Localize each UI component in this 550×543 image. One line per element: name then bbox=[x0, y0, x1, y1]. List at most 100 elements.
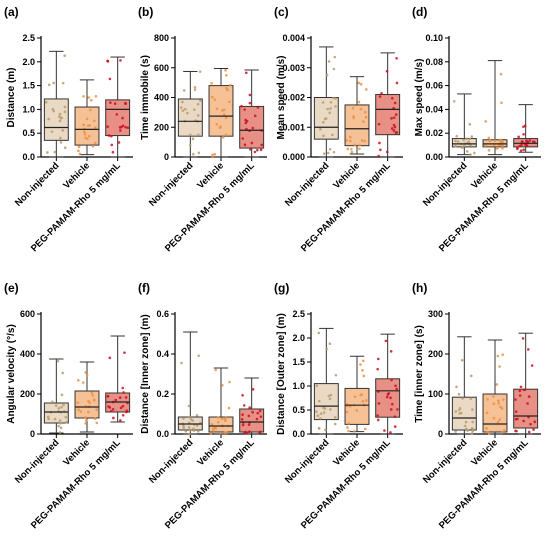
panel-e-data-point bbox=[77, 378, 80, 382]
panel-e-data-point bbox=[46, 415, 50, 419]
panel-f-data-point bbox=[212, 429, 215, 432]
panel-b-data-point bbox=[191, 152, 195, 156]
panel-a-data-point bbox=[82, 123, 85, 127]
panel-d-y-tick-label: 0.02 bbox=[425, 128, 443, 138]
panel-g-data-point bbox=[325, 347, 328, 351]
panel-d-data-point bbox=[487, 136, 491, 140]
panel-h-data-point bbox=[460, 358, 464, 362]
panel-a-data-point bbox=[94, 94, 98, 98]
panel-g-data-point bbox=[376, 367, 379, 371]
panel-e-data-point bbox=[56, 359, 60, 363]
panel-e-data-point bbox=[93, 399, 96, 402]
panel-f-data-point bbox=[216, 416, 220, 419]
panel-e-y-tick-label: 200 bbox=[20, 389, 35, 399]
panel-f-data-point bbox=[227, 406, 231, 410]
panel-g-data-point bbox=[328, 397, 332, 401]
panel-g-data-point bbox=[383, 429, 386, 432]
panel-b-data-point bbox=[223, 108, 226, 112]
panel-a-data-point bbox=[53, 150, 57, 154]
panel-f-data-point bbox=[247, 414, 251, 418]
panel-h-y-axis-label: Time [inner zone] (s) bbox=[414, 325, 425, 423]
panel-b-data-point bbox=[245, 119, 249, 123]
panel-a-data-point bbox=[61, 129, 65, 132]
panel-g-data-point bbox=[317, 426, 321, 430]
panel-f-y-tick-label: 0.0 bbox=[156, 429, 169, 439]
panel-b-data-point bbox=[241, 137, 245, 140]
panel-h-data-point bbox=[516, 417, 519, 421]
panel-f-y-axis-label: Distance [Inner zone] (m) bbox=[140, 314, 151, 433]
panel-a-data-point bbox=[46, 151, 49, 154]
panel-a-data-point bbox=[47, 83, 51, 87]
panel-b-data-point bbox=[210, 81, 213, 85]
panel-d-data-point bbox=[518, 144, 522, 148]
panel-c-data-point bbox=[328, 111, 331, 115]
panel-c-data-point bbox=[353, 143, 357, 147]
panel-c-y-tick-label: 0.001 bbox=[282, 122, 305, 132]
panel-c-data-point bbox=[322, 152, 326, 155]
panel-b-data-point bbox=[251, 126, 255, 130]
panel-h-box bbox=[451, 396, 477, 431]
panel-g-data-point bbox=[365, 399, 368, 402]
panel-g-data-point bbox=[361, 399, 365, 403]
panel-h-data-point bbox=[521, 337, 525, 340]
panel-f-data-point bbox=[182, 417, 185, 420]
panel-c-data-point bbox=[328, 147, 332, 151]
panel-c-data-point bbox=[323, 117, 327, 121]
panel-b-data-point bbox=[211, 155, 214, 159]
panel-c-data-point bbox=[321, 120, 325, 124]
panel-a-data-point bbox=[77, 145, 81, 149]
panel-e-data-point bbox=[84, 416, 88, 419]
panel-a-letter: (a) bbox=[4, 5, 19, 19]
panel-a-data-point bbox=[87, 96, 91, 99]
panel-a-data-point bbox=[120, 125, 123, 129]
panel-a-data-point bbox=[59, 136, 62, 140]
panel-g-data-point bbox=[345, 410, 349, 414]
panel-c-data-point bbox=[334, 105, 337, 108]
panel-c-data-point bbox=[346, 147, 350, 151]
panel-c-data-point bbox=[364, 88, 368, 91]
panel-e-data-point bbox=[58, 419, 62, 422]
panel-a-data-point bbox=[60, 116, 63, 120]
panel-e-data-point bbox=[91, 394, 95, 397]
panel-f-data-point bbox=[188, 415, 191, 419]
panel-b-data-point bbox=[244, 71, 248, 75]
panel-b-data-point bbox=[196, 102, 200, 106]
panel-a-data-point bbox=[63, 110, 67, 114]
panel-g-data-point bbox=[328, 342, 332, 345]
panel-e-data-point bbox=[60, 406, 63, 409]
panel-b-data-point bbox=[193, 108, 196, 111]
panel-g-data-point bbox=[322, 411, 326, 414]
panel-d-y-tick-label: 0.10 bbox=[425, 33, 443, 43]
panel-d-data-point bbox=[487, 148, 491, 152]
panel-f-data-point bbox=[213, 426, 216, 430]
panel-a-data-point bbox=[119, 129, 122, 132]
panel-g-y-tick-label: 2.5 bbox=[292, 309, 305, 319]
panel-e-data-point bbox=[77, 408, 80, 412]
panel-e-data-point bbox=[122, 391, 125, 394]
panel-a-box bbox=[105, 99, 131, 137]
panel-d-data-point bbox=[501, 144, 504, 148]
panel-c-category-label: Non-injected bbox=[283, 160, 332, 209]
panel-e-data-point bbox=[119, 419, 122, 422]
panel-f-data-point bbox=[197, 354, 201, 358]
panel-c-data-point bbox=[358, 143, 361, 147]
panel-c-data-point bbox=[349, 135, 352, 139]
panel-a-data-point bbox=[106, 60, 110, 63]
panel-e-data-point bbox=[112, 416, 115, 420]
panel-f-data-point bbox=[240, 418, 244, 421]
panel-d-data-point bbox=[523, 124, 527, 128]
panel-d-y-tick-label: 0.04 bbox=[425, 104, 443, 114]
panel-b-data-point bbox=[191, 137, 195, 141]
panel-e-data-point bbox=[87, 399, 90, 403]
panel-e-data-point bbox=[62, 403, 65, 407]
panel-c-letter: (c) bbox=[274, 5, 289, 19]
panel-d-data-point bbox=[465, 150, 469, 153]
panel-e-y-tick-label: 0 bbox=[30, 429, 35, 439]
panel-f-data-point bbox=[192, 429, 196, 432]
panel-b-data-point bbox=[256, 106, 260, 109]
panel-c-data-point bbox=[393, 125, 397, 129]
panel-c-data-point bbox=[326, 107, 330, 111]
panel-c-data-point bbox=[325, 73, 329, 77]
panel-b-y-tick-label: 0 bbox=[164, 152, 169, 162]
